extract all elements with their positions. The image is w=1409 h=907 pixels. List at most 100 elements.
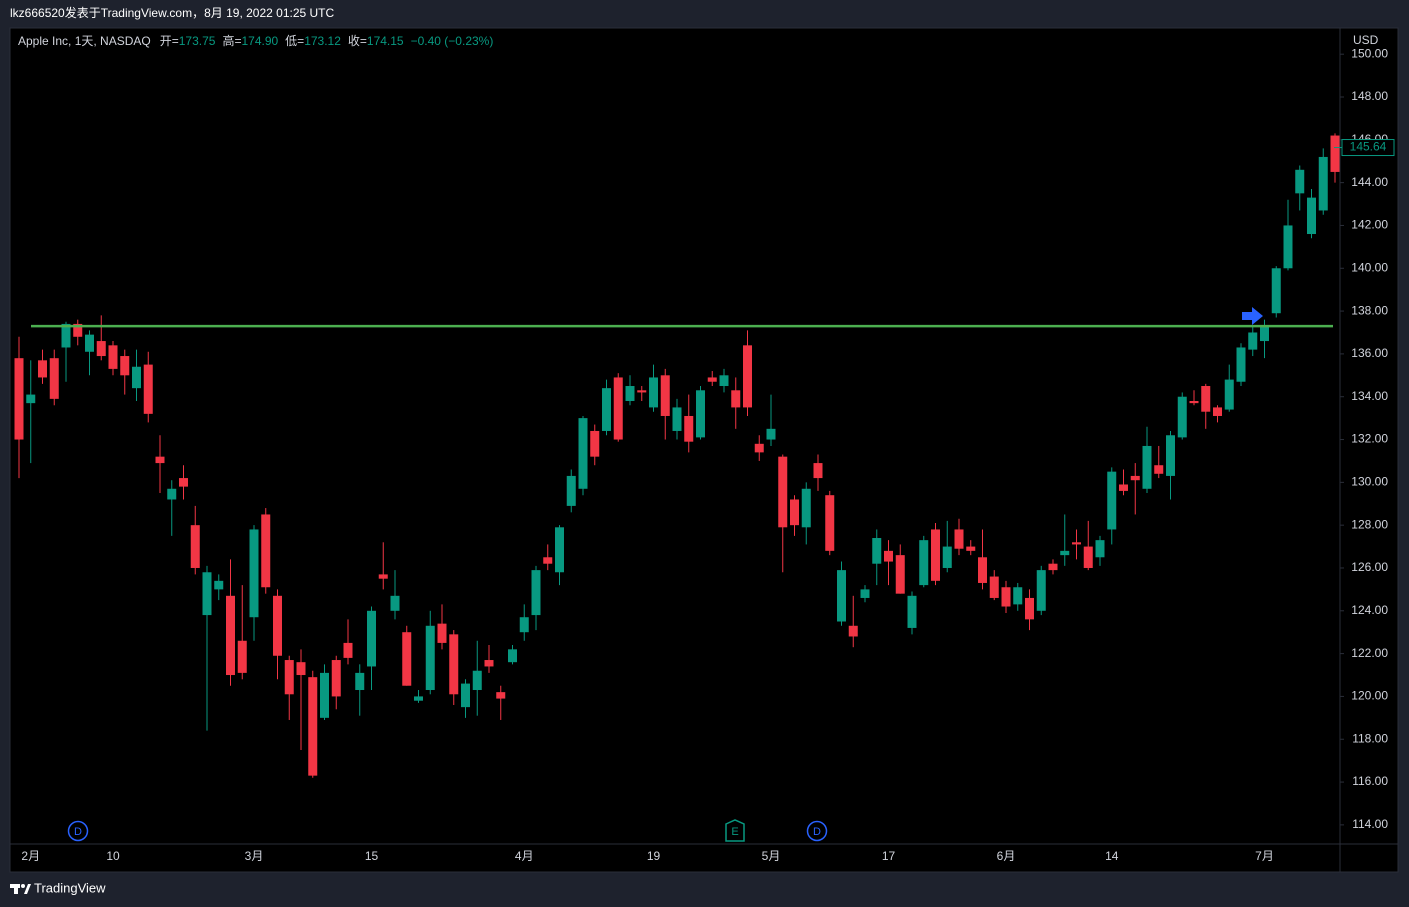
candle-body <box>461 683 470 708</box>
candle-body <box>825 495 835 551</box>
candle-body <box>237 640 247 673</box>
candle-body <box>367 610 376 667</box>
candle-body <box>1048 563 1058 571</box>
y-tick-label: 122.00 <box>1351 646 1388 660</box>
candle-body <box>895 555 905 594</box>
candle-body <box>167 488 177 500</box>
candle-body <box>978 557 987 583</box>
legend-item: 高= <box>222 33 241 48</box>
event-label: E <box>731 826 738 838</box>
candle-body <box>273 595 282 656</box>
candle-body <box>1025 597 1034 620</box>
candle-body <box>1036 570 1046 611</box>
chart-pane <box>9 27 1399 873</box>
x-tick-label: 6月 <box>997 849 1016 863</box>
candle-body <box>214 580 224 590</box>
event-marker <box>725 819 745 842</box>
candle-body <box>1236 347 1246 382</box>
candle-body <box>696 390 705 438</box>
event-label: D <box>74 826 82 838</box>
x-tick-label: 7月 <box>1255 849 1274 863</box>
candle-body <box>519 617 529 633</box>
candle-body <box>96 341 106 357</box>
candle-body <box>120 356 130 376</box>
candle-body <box>719 375 729 387</box>
candle-body <box>778 456 788 528</box>
legend-item: 收= <box>348 34 367 48</box>
candle-body <box>743 345 752 408</box>
candle-body <box>907 595 917 628</box>
candle-body <box>402 632 412 686</box>
candle-body <box>1130 475 1140 481</box>
candle-body <box>61 323 71 348</box>
candle-body <box>813 463 823 479</box>
candle-body <box>954 529 964 549</box>
header-caption: lkz666520发表于TradingView.com，8月 19, 2022 … <box>10 5 334 20</box>
candle-body <box>637 390 647 393</box>
y-tick-label: 150.00 <box>1351 46 1388 60</box>
y-tick-label: 124.00 <box>1351 603 1388 617</box>
candle-body <box>1224 379 1234 410</box>
y-tick-label: 114.00 <box>1352 817 1388 831</box>
candle-body <box>543 557 553 564</box>
x-tick-label: 19 <box>647 849 661 863</box>
candle-body <box>1060 550 1070 556</box>
candle-body <box>143 364 153 414</box>
candle-body <box>284 660 294 695</box>
candle-body <box>848 625 858 637</box>
candle-body <box>14 358 24 440</box>
x-tick-label: 10 <box>106 849 120 863</box>
candle-body <box>566 475 576 506</box>
last-price-label: 145.64 <box>1350 140 1387 154</box>
candle-body <box>1213 407 1222 416</box>
candle-body <box>707 377 717 382</box>
candle-body <box>731 390 741 408</box>
currency-label: USD <box>1353 33 1379 47</box>
candle-body <box>1260 326 1269 342</box>
legend-item: 173.12 <box>304 34 341 48</box>
candle-body <box>226 595 235 676</box>
y-tick-label: 134.00 <box>1351 389 1388 403</box>
candle-body <box>73 323 83 337</box>
x-tick-label: 17 <box>882 849 896 863</box>
candle-body <box>837 570 846 622</box>
candle-body <box>578 418 588 489</box>
candle-body <box>602 388 611 431</box>
candle-body <box>249 529 259 618</box>
candle-body <box>390 595 400 611</box>
candle-body <box>496 692 506 699</box>
candle-body <box>343 642 353 658</box>
candle-body <box>331 660 341 697</box>
candle-body <box>449 634 459 695</box>
candle-body <box>296 662 306 676</box>
candle-body <box>531 570 541 616</box>
candle-body <box>1271 268 1281 314</box>
candle-body <box>672 407 682 431</box>
y-tick-label: 132.00 <box>1351 432 1388 446</box>
legend-item: −0.40 (−0.23%) <box>411 34 494 48</box>
candle-body <box>26 394 36 404</box>
candle-body <box>484 660 494 667</box>
candle-body <box>155 456 165 464</box>
candle-body <box>320 672 329 718</box>
y-tick-label: 144.00 <box>1351 175 1388 189</box>
candle-body <box>790 499 799 526</box>
candle-body <box>1318 156 1328 211</box>
y-tick-label: 130.00 <box>1351 475 1388 489</box>
x-tick-label: 15 <box>365 849 379 863</box>
last-price-box <box>1341 139 1395 157</box>
y-tick-label: 116.00 <box>1352 774 1388 788</box>
candle-body <box>437 623 447 643</box>
legend-item: 开= <box>160 34 179 48</box>
x-tick-label: 5月 <box>762 849 781 863</box>
candle-body <box>190 525 200 568</box>
candle-body <box>1083 546 1093 568</box>
candle-body <box>1189 400 1199 404</box>
candle-body <box>1095 540 1105 558</box>
candle-body <box>1013 587 1023 605</box>
legend-item: 低= <box>285 34 304 48</box>
y-tick-label: 138.00 <box>1351 303 1388 317</box>
candle-body <box>555 527 564 573</box>
candle-body <box>1119 484 1128 491</box>
